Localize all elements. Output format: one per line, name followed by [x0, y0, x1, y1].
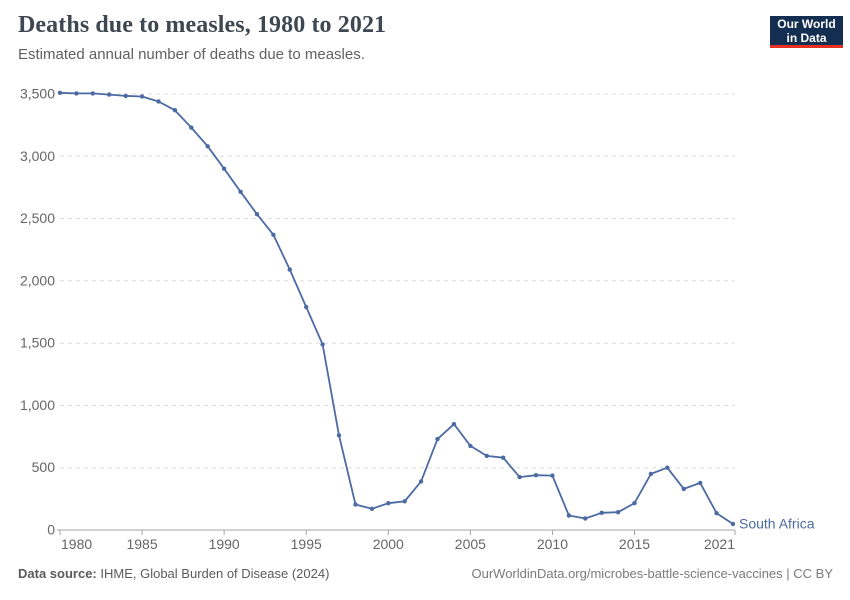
x-axis-label: 1995: [291, 536, 322, 552]
x-axis-label: 1980: [61, 536, 92, 552]
data-point[interactable]: [533, 473, 539, 478]
y-axis-label: 1,500: [20, 335, 55, 351]
chart-title: Deaths due to measles, 1980 to 2021: [18, 12, 387, 38]
credit-link[interactable]: OurWorldinData.org/microbes-battle-scien…: [471, 566, 834, 581]
data-point[interactable]: [599, 510, 604, 515]
data-point[interactable]: [402, 499, 407, 504]
data-source-label: Data source:: [18, 566, 97, 581]
data-point[interactable]: [615, 510, 621, 515]
data-point[interactable]: [90, 91, 96, 96]
data-point[interactable]: [501, 455, 506, 460]
data-point[interactable]: [123, 93, 128, 99]
data-point[interactable]: [238, 189, 243, 194]
data-point[interactable]: [714, 511, 719, 516]
data-point[interactable]: [304, 304, 309, 310]
data-point[interactable]: [698, 480, 703, 486]
data-source: Data source: IHME, Global Burden of Dise…: [18, 566, 329, 581]
series-entity-label[interactable]: South Africa: [739, 516, 815, 532]
data-point[interactable]: [369, 506, 375, 511]
y-axis-label: 3,500: [20, 86, 55, 102]
data-point[interactable]: [320, 342, 325, 347]
owid-logo-line1: Our World: [777, 16, 836, 31]
owid-logo[interactable]: Our World in Data: [770, 16, 843, 48]
x-axis-label: 1990: [209, 536, 240, 552]
data-point[interactable]: [156, 99, 161, 104]
data-point[interactable]: [566, 513, 572, 518]
x-axis-label: 2015: [619, 536, 650, 552]
owid-logo-line2: in Data: [786, 30, 827, 45]
data-point[interactable]: [468, 443, 473, 449]
data-point[interactable]: [336, 433, 342, 438]
data-point[interactable]: [139, 94, 145, 99]
y-axis-label: 2,000: [20, 272, 55, 288]
y-axis-label: 1,000: [20, 397, 55, 413]
y-axis-label: 2,500: [20, 210, 55, 226]
series-line[interactable]: [59, 91, 734, 525]
data-point[interactable]: [418, 479, 424, 484]
data-point[interactable]: [287, 267, 292, 272]
data-point[interactable]: [484, 453, 489, 459]
data-point[interactable]: [451, 421, 457, 427]
data-point[interactable]: [386, 501, 391, 506]
data-point[interactable]: [107, 92, 112, 97]
data-point[interactable]: [57, 90, 63, 96]
x-axis-label: 1985: [126, 536, 157, 552]
data-point[interactable]: [435, 436, 440, 442]
chart-subtitle: Estimated annual number of deaths due to…: [18, 46, 365, 63]
data-point[interactable]: [172, 108, 178, 113]
data-point[interactable]: [271, 232, 276, 237]
data-point[interactable]: [221, 166, 227, 171]
data-point[interactable]: [74, 91, 79, 96]
data-point[interactable]: [189, 125, 194, 130]
data-point[interactable]: [550, 473, 555, 478]
data-point[interactable]: [648, 471, 654, 477]
data-point[interactable]: [730, 521, 736, 527]
data-source-text: IHME, Global Burden of Disease (2024): [100, 566, 330, 581]
chart-header: Deaths due to measles, 1980 to 2021 Esti…: [18, 12, 758, 63]
data-point[interactable]: [205, 144, 210, 149]
data-point[interactable]: [632, 500, 637, 506]
y-axis-label: 3,000: [20, 148, 55, 164]
x-axis-label: 2005: [455, 536, 486, 552]
data-point[interactable]: [665, 465, 670, 470]
data-point[interactable]: [353, 502, 358, 507]
data-point[interactable]: [517, 474, 522, 480]
x-axis-label: 2010: [537, 536, 568, 552]
x-axis-label: 2000: [373, 536, 404, 552]
y-axis-label: 500: [32, 459, 56, 475]
data-point[interactable]: [254, 212, 260, 217]
x-axis-label: 2021: [704, 536, 735, 552]
chart-footer: Data source: IHME, Global Burden of Dise…: [18, 566, 833, 581]
y-axis-label: 0: [47, 522, 55, 538]
data-point[interactable]: [583, 516, 588, 521]
data-point[interactable]: [681, 486, 686, 492]
